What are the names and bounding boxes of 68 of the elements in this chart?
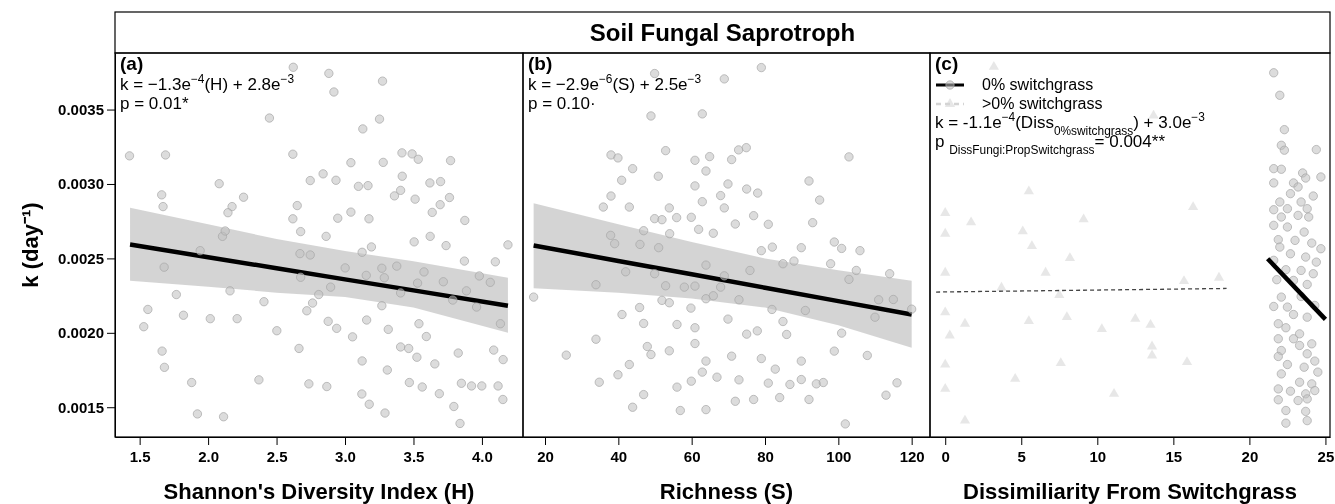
annotation: p = 0.10· [528,94,596,113]
point [940,306,951,316]
y-axis-title: k (day⁻¹) [18,202,43,288]
x-tick-label: 5 [1017,447,1026,465]
x-tick-label: 10 [1089,447,1107,465]
x-axis-title: Shannon's Diversity Index (H) [163,479,475,504]
x-tick-label: 1.5 [129,447,151,465]
point [940,383,951,392]
legend-label: >0% switchgrass [982,95,1103,112]
point [1145,318,1156,328]
point [1148,109,1159,119]
point [965,216,977,226]
x-tick-label: 15 [1165,447,1183,465]
x-tick-label: 2.5 [266,447,288,465]
point [1040,266,1051,276]
point [1108,387,1120,397]
x-tick-label: 3.0 [335,447,356,465]
y-tick-label: 0.0015 [58,398,104,416]
x-tick-label: 80 [757,447,774,465]
x-tick-label: 60 [683,447,701,465]
x-tick-label: 120 [899,447,925,465]
point [996,281,1007,291]
chart-title: Soil Fungal Saprotroph [589,19,856,46]
x-tick-label: 2.0 [198,447,220,465]
y-tick-label: 0.0030 [58,175,104,193]
point [1096,323,1107,333]
x-tick-label: 4.0 [472,447,493,465]
point [1178,275,1190,284]
point [940,227,951,237]
point [940,266,951,276]
line-series [127,242,511,308]
x-tick-label: 3.5 [403,447,425,465]
point [1023,185,1034,195]
x-tick-label: 40 [610,447,628,465]
point [940,207,951,216]
point [959,414,971,424]
point [959,317,971,327]
point [1188,201,1199,210]
point [1078,213,1089,223]
point [1017,225,1028,235]
legend-label: 0% switchgrass [982,76,1094,93]
annotation: (c) [935,53,959,74]
point [1010,372,1021,382]
x-tick-label: 20 [537,447,554,465]
point [1054,289,1065,299]
annotation: p = 0.01* [120,94,189,113]
y-tick-label: 0.0035 [58,100,104,118]
x-axis-title: Dissimiliarity From Switchgrass [963,479,1297,504]
point [1181,356,1193,366]
y-tick-label: 0.0025 [58,249,104,267]
point [1055,357,1066,367]
y-tick-label: 0.0020 [58,324,104,342]
point [1146,349,1158,359]
point [1213,271,1225,281]
point [1061,311,1072,320]
point [1146,340,1158,350]
x-tick-label: 0 [941,447,950,465]
annotation: (a) [120,53,144,74]
point [1026,240,1037,249]
point [988,60,999,70]
point [1064,252,1076,262]
point [1023,315,1034,324]
x-tick-label: 20 [1241,447,1259,465]
annotation: (b) [528,53,553,74]
point [1130,312,1141,322]
x-tick-label: 25 [1317,447,1335,465]
x-tick-label: 100 [826,447,852,465]
x-axis-title: Richness (S) [659,479,794,504]
